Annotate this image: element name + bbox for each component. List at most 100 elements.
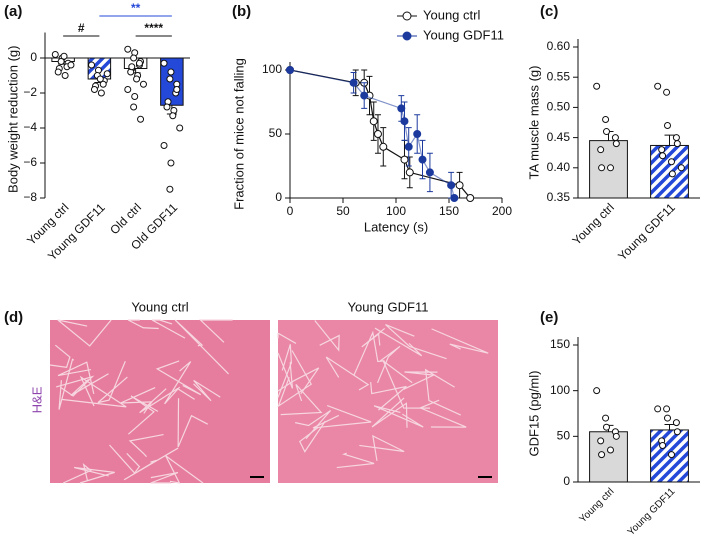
data-point — [450, 194, 459, 202]
y-axis-title: Fraction of mice not falling — [231, 58, 246, 210]
error-bar — [664, 423, 675, 430]
x-axis-title: Latency (s) — [364, 219, 428, 234]
data-point — [360, 91, 369, 100]
y-tick-label: 0.45 — [547, 130, 571, 144]
data-point — [135, 59, 143, 67]
x-tick-label: Young ctrl — [578, 486, 617, 525]
data-point — [103, 70, 111, 78]
data-point — [677, 164, 685, 172]
data-point — [128, 63, 136, 71]
data-point — [61, 72, 69, 79]
image-label: Young GDF11 — [348, 299, 429, 314]
fiber-outline — [151, 319, 186, 339]
data-point — [466, 194, 475, 202]
data-point — [137, 115, 145, 123]
y-tick-label: −8 — [23, 190, 37, 204]
fiber-outline — [155, 360, 202, 396]
fiber-outline — [74, 466, 115, 484]
fiber-outline — [314, 320, 340, 352]
fiber-outline — [403, 371, 438, 390]
fiber-outline — [431, 328, 489, 354]
fiber-outline — [381, 359, 431, 409]
fiber-outline — [49, 344, 71, 369]
data-point — [67, 61, 75, 69]
data-point — [602, 115, 610, 123]
data-point — [379, 142, 388, 151]
panel-label: (e) — [540, 309, 558, 326]
histology-images: Young ctrl Young GDF11 H&E — [29, 299, 498, 484]
x-tick-label: Young ctrl — [570, 200, 617, 247]
data-point — [607, 164, 614, 172]
data-point — [593, 387, 601, 395]
y-tick-label: 0 — [563, 474, 570, 488]
fiber-outline — [370, 382, 407, 411]
x-tick-label: Young GDF11 — [615, 200, 678, 263]
fiber-outline — [353, 330, 385, 376]
data-point — [418, 155, 427, 164]
data-point — [169, 112, 177, 120]
stain-label: H&E — [29, 386, 44, 413]
y-tick-label: 0.55 — [547, 69, 571, 83]
y-tick-label: 50 — [269, 126, 283, 140]
data-point — [603, 128, 610, 136]
data-point — [668, 158, 675, 166]
fiber-outline — [418, 399, 467, 428]
fiber-outline — [361, 327, 386, 348]
data-point — [167, 68, 175, 76]
data-point — [597, 437, 605, 445]
data-point — [90, 86, 98, 93]
fiber-outline — [277, 332, 297, 344]
fiber-outline — [312, 404, 372, 429]
panel-label: (b) — [232, 3, 251, 20]
fiber-outline — [55, 375, 95, 397]
x-tick-label: 150 — [439, 204, 459, 218]
data-point — [160, 59, 168, 67]
fiber-outline — [70, 373, 109, 396]
y-axis-title: TA muscle mass (g) — [526, 66, 541, 180]
legend-marker — [402, 31, 412, 41]
data-point — [373, 130, 382, 138]
fiber-outline — [277, 344, 292, 398]
y-tick-label: 0.60 — [547, 39, 571, 53]
data-point — [163, 103, 171, 111]
y-tick-label: 0.50 — [547, 100, 571, 114]
data-point — [166, 185, 174, 193]
fiber-outline — [198, 319, 233, 343]
y-axis-title: GDF15 (pg/ml) — [526, 371, 541, 457]
legend-label: Young GDF11 — [423, 27, 504, 42]
data-point — [654, 405, 662, 413]
data-point — [654, 82, 662, 90]
data-point — [659, 152, 667, 160]
data-point — [124, 45, 132, 53]
fiber-outline — [58, 358, 75, 410]
data-point — [405, 168, 414, 177]
data-point — [133, 75, 141, 83]
data-point — [612, 432, 620, 440]
data-point — [602, 414, 610, 422]
fiber-outline — [295, 409, 332, 440]
y-tick-label: −6 — [23, 155, 37, 169]
fiber-outline — [61, 375, 127, 408]
data-point — [400, 155, 409, 164]
data-point — [455, 181, 464, 190]
panel-label: (a) — [4, 3, 22, 20]
legend-label: Young ctrl — [423, 7, 480, 22]
y-tick-label: 0 — [30, 50, 37, 64]
data-point — [176, 124, 184, 132]
data-point — [673, 428, 681, 436]
fiber-outline — [385, 323, 447, 360]
y-tick-label: 0.40 — [547, 160, 571, 174]
x-tick-label: 0 — [287, 204, 294, 218]
data-point — [57, 58, 65, 65]
data-point — [88, 61, 96, 69]
data-point — [139, 80, 147, 88]
fiber-outline — [336, 452, 375, 469]
bar — [650, 144, 689, 199]
fiber-outline — [128, 433, 164, 458]
fiber-outline — [174, 319, 229, 375]
data-point — [173, 86, 181, 93]
data-point — [99, 80, 107, 88]
fiber-outline — [57, 361, 95, 395]
fiber-outline — [139, 387, 195, 414]
fiber-outline — [97, 360, 128, 404]
